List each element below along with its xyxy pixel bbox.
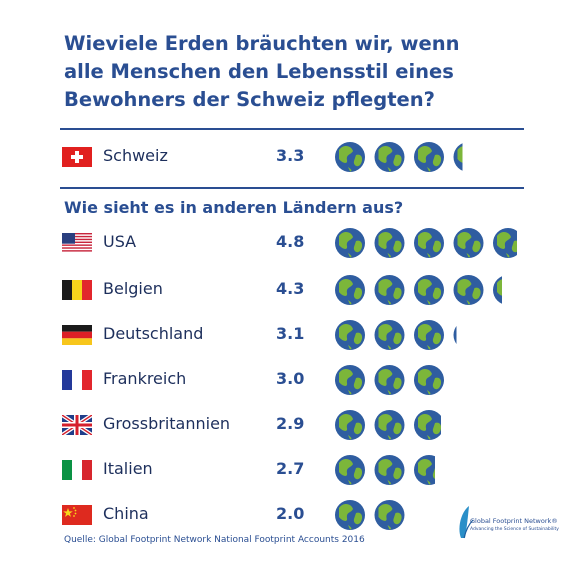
earth-icon <box>453 143 463 171</box>
row-1-earth-bar <box>335 228 517 258</box>
france-flag-icon <box>62 370 92 390</box>
row-4-value-label: 3.0 <box>276 369 305 388</box>
row-1-country-label: USA <box>103 232 137 251</box>
chart-subtitle: Wie sieht es in anderen Ländern aus? <box>64 198 404 217</box>
earth-icon <box>335 410 365 440</box>
row-4-country-label: Frankreich <box>103 369 187 388</box>
divider-middle <box>60 187 524 189</box>
earth-icon <box>335 320 365 350</box>
germany-flag-icon <box>62 325 92 345</box>
row-3-earth-bar <box>335 320 457 350</box>
earth-icon <box>374 365 405 395</box>
row-2-earth-bar <box>335 275 502 305</box>
earth-icon <box>374 275 405 305</box>
gfn-tagline: Advancing the Science of Sustainability <box>470 527 559 532</box>
china-flag-icon <box>62 505 92 525</box>
row-3-country-label: Deutschland <box>103 324 204 343</box>
earth-icon <box>335 228 365 258</box>
row-5-earth-bar <box>335 410 441 440</box>
row-7-country-label: China <box>103 504 149 523</box>
earth-icon <box>453 228 484 258</box>
usa-flag-icon <box>62 233 92 253</box>
chart-title: Wieviele Erden bräuchten wir, wenn alle … <box>64 32 460 111</box>
row-5-value-label: 2.9 <box>276 414 305 433</box>
highlight-earth-bar <box>335 142 463 172</box>
row-4-earth-bar <box>335 365 444 395</box>
gfn-name: Global Footprint Network® <box>470 517 558 525</box>
uk-flag-icon <box>60 413 94 437</box>
earth-icon <box>414 228 444 258</box>
row-6-value-label: 2.7 <box>276 459 305 478</box>
earth-icon <box>374 142 405 172</box>
belgium-flag-icon <box>62 280 92 300</box>
earth-icon <box>335 142 365 172</box>
earth-icon <box>374 410 405 440</box>
row-6-earth-bar <box>335 455 435 485</box>
earth-icon <box>453 326 457 344</box>
earth-icon <box>374 500 405 530</box>
earth-icon <box>493 276 502 304</box>
earth-icon <box>335 500 365 530</box>
earth-icon <box>335 275 365 305</box>
row-6-country-label: Italien <box>103 459 153 478</box>
earth-icon <box>414 455 435 485</box>
highlight-country-label: Schweiz <box>103 146 168 165</box>
earth-icon <box>414 275 444 305</box>
row-5-country-label: Grossbritannien <box>103 414 231 433</box>
earth-icon <box>335 365 365 395</box>
switzerland-flag-icon <box>62 147 92 167</box>
source-note: Quelle: Global Footprint Network Nationa… <box>64 535 365 545</box>
row-2-value-label: 4.3 <box>276 279 305 298</box>
gfn-logo-icon <box>459 506 474 539</box>
earth-icon <box>414 410 441 440</box>
row-3-value-label: 3.1 <box>276 324 305 343</box>
italy-flag-icon <box>62 460 92 480</box>
earth-icon <box>414 320 444 350</box>
earth-icon <box>374 228 405 258</box>
earth-icon <box>374 320 405 350</box>
earth-icon <box>453 275 484 305</box>
highlight-value-label: 3.3 <box>276 146 305 165</box>
earth-icon <box>414 365 444 395</box>
earth-icon <box>374 455 405 485</box>
row-1-value-label: 4.8 <box>276 232 305 251</box>
earth-icon <box>335 455 365 485</box>
row-7-earth-bar <box>335 500 405 530</box>
divider-top <box>60 128 524 130</box>
earth-icon <box>414 142 444 172</box>
row-2-country-label: Belgien <box>103 279 163 298</box>
row-7-value-label: 2.0 <box>276 504 305 523</box>
earth-icon <box>493 228 517 258</box>
